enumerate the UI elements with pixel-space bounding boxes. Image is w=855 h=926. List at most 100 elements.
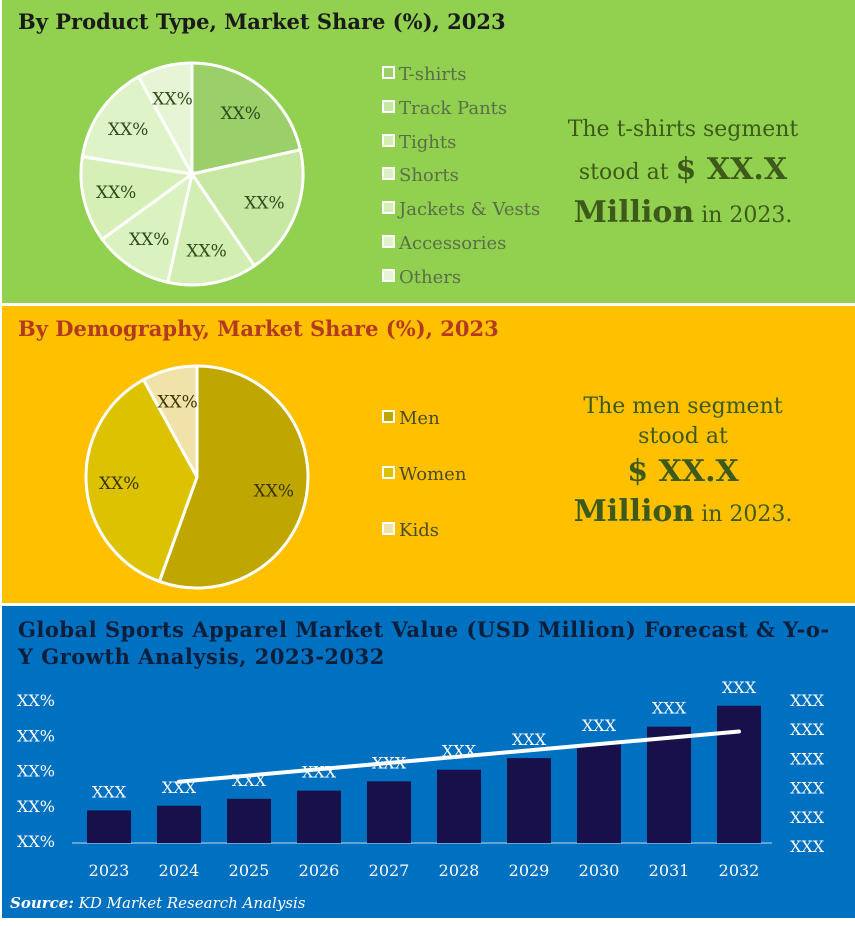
bar-2023	[87, 810, 131, 843]
pie-slice-shorts	[100, 170, 195, 285]
pie-label-women: XX%	[99, 474, 139, 494]
legend-label: Women	[399, 464, 467, 485]
legend-swatch	[382, 235, 395, 248]
right-axis-tick-0: XXX	[790, 691, 825, 710]
callout-line3-row: Million in 2023.	[558, 193, 808, 236]
pie-slice-women	[84, 377, 199, 584]
forecast-bar-chart: XXX 2023 XXX 2024 XXX 2025 XXX 2026 XXX 2027 XXX 20…	[17, 678, 825, 880]
pie-label-others: XX%	[152, 89, 192, 109]
forecast-title: Global Sports Apparel Market Value (USD …	[18, 617, 830, 669]
legend-label: Kids	[399, 520, 439, 541]
left-axis-tick-3: XX%	[17, 797, 55, 816]
right-axis-tick-4: XXX	[790, 808, 825, 827]
bar-2029	[507, 758, 551, 843]
callout-line4-row: Million in 2023.	[558, 492, 808, 535]
source-note: Source: KD Market Research Analysis	[10, 894, 305, 912]
x-tick-label-2029: 2029	[509, 861, 550, 880]
legend-label: Men	[399, 408, 440, 429]
bar-2025	[227, 798, 271, 843]
product-type-pie-chart: XX%XX%XX%XX%XX%XX%XX%	[79, 61, 305, 287]
callout-line1: The t-shirts segment	[567, 117, 799, 142]
legend-swatch	[382, 466, 395, 479]
legend-swatch	[382, 201, 395, 215]
left-axis-tick-0: XX%	[17, 691, 55, 710]
right-axis-tick-5: XXX	[790, 837, 825, 856]
callout-line2: stood at	[578, 160, 669, 185]
legend-label: Shorts	[399, 165, 459, 187]
bar-value-label-2031: XXX	[652, 699, 687, 718]
callout-value: $ XX.X	[627, 454, 739, 489]
bar-2032	[717, 705, 761, 843]
pie-slice-tights	[165, 170, 257, 287]
x-tick-label-2024: 2024	[159, 861, 200, 880]
bar-2031	[647, 726, 691, 843]
bar-value-label-2029: XXX	[512, 730, 547, 749]
bar-2026	[297, 790, 341, 843]
pie-label-jackets-and-vests: XX%	[96, 183, 136, 203]
demography-panel: By Demography, Market Share (%), 2023 XX…	[2, 306, 855, 603]
left-axis-tick-1: XX%	[17, 726, 55, 745]
x-tick-label-2026: 2026	[299, 861, 340, 880]
right-axis-tick-2: XXX	[790, 749, 825, 768]
pie-slice-kids	[141, 364, 199, 478]
left-axis-tick-2: XX%	[17, 762, 55, 781]
callout-suffix: in 2023.	[701, 203, 793, 228]
forecast-panel: Global Sports Apparel Market Value (USD …	[2, 606, 855, 918]
callout-line1: The men segment	[583, 394, 783, 419]
pie-slice-accessories	[80, 74, 195, 176]
legend-swatch	[382, 410, 395, 423]
bar-value-label-2032: XXX	[722, 678, 757, 697]
pie-label-men: XX%	[254, 481, 294, 501]
legend-item-jackets-and-vests: Jackets & Vests	[382, 199, 540, 220]
pie-slice-jackets-and-vests	[79, 154, 196, 242]
legend-item-men: Men	[382, 408, 440, 429]
product-type-title: By Product Type, Market Share (%), 2023	[18, 9, 506, 34]
pie-slice-track-pants	[189, 147, 305, 268]
pie-slice-others	[136, 61, 194, 175]
callout-value: $ XX.X	[675, 152, 788, 187]
legend-item-shorts: Shorts	[382, 165, 459, 186]
right-axis-tick-1: XXX	[790, 720, 825, 739]
legend-label: Jackets & Vests	[399, 199, 541, 221]
pie-label-kids: XX%	[157, 392, 197, 412]
x-tick-label-2030: 2030	[579, 861, 620, 880]
demography-title: By Demography, Market Share (%), 2023	[18, 316, 499, 341]
callout-value-unit: Million	[573, 195, 695, 230]
x-tick-label-2032: 2032	[719, 861, 760, 880]
source-label: Source:	[10, 894, 74, 912]
pie-label-accessories: XX%	[108, 120, 148, 140]
legend-swatch	[382, 522, 395, 535]
legend-item-others: Others	[382, 267, 461, 288]
demography-pie-chart: XX% XX% XX%	[84, 364, 310, 590]
x-tick-label-2027: 2027	[369, 861, 410, 880]
bar-2030	[577, 744, 621, 843]
x-tick-label-2025: 2025	[229, 861, 270, 880]
bar-2027	[367, 781, 411, 843]
product-type-callout: The t-shirts segment stood at $ XX.X Mil…	[558, 110, 808, 236]
yoy-growth-line	[177, 729, 741, 784]
legend-swatch	[382, 99, 395, 113]
legend-item-women: Women	[382, 464, 466, 485]
legend-item-tights: Tights	[382, 132, 456, 153]
x-tick-label-2031: 2031	[649, 861, 690, 880]
callout-suffix: in 2023.	[701, 502, 793, 527]
left-axis-tick-4: XX%	[17, 832, 55, 851]
legend-label: Tights	[399, 131, 457, 153]
legend-swatch	[382, 133, 395, 147]
legend-swatch	[382, 66, 395, 79]
pie-label-track-pants: XX%	[244, 194, 284, 214]
legend-item-kids: Kids	[382, 520, 439, 541]
pie-label-shorts: XX%	[129, 230, 169, 250]
legend-label: Track Pants	[399, 97, 508, 119]
legend-swatch	[382, 268, 395, 282]
product-type-panel: By Product Type, Market Share (%), 2023 …	[2, 0, 855, 303]
legend-item-t-shirts: T-shirts	[382, 64, 466, 85]
legend-item-accessories: Accessories	[382, 233, 506, 254]
bar-2024	[157, 805, 201, 843]
callout-line2-row: stood at $ XX.X	[558, 150, 808, 193]
bar-value-label-2023: XXX	[92, 782, 127, 801]
x-tick-label-2023: 2023	[89, 861, 130, 880]
legend-label: Others	[399, 266, 462, 288]
right-axis-tick-3: XXX	[790, 779, 825, 798]
callout-value-unit: Million	[573, 494, 695, 529]
